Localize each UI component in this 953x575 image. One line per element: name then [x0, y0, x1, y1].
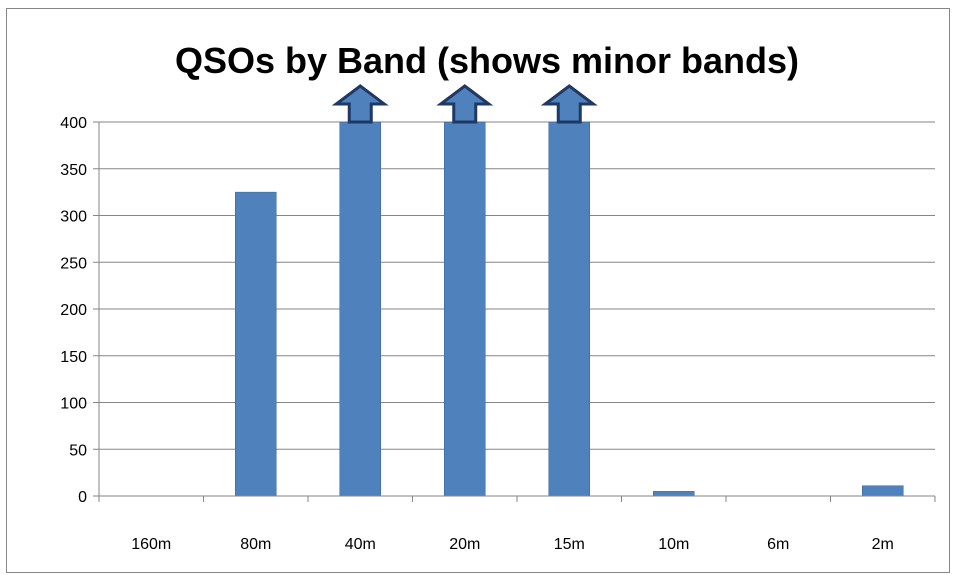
x-tick-label-160m: 160m	[131, 536, 171, 553]
bar-10m	[653, 491, 695, 497]
x-tick-label-80m: 80m	[240, 536, 271, 553]
y-tick-label: 150	[60, 349, 87, 366]
axes	[93, 121, 936, 502]
chart-frame: QSOs by Band (shows minor bands) 0 50 100 1…	[6, 8, 950, 573]
overflow-arrows	[331, 84, 598, 124]
x-tick-label-20m: 20m	[449, 536, 480, 553]
x-tick-label-2m: 2m	[872, 536, 894, 553]
bar-40m	[339, 121, 381, 497]
x-tick-label-40m: 40m	[345, 536, 376, 553]
overflow-arrow-20m	[436, 84, 494, 124]
bar-2m	[862, 485, 904, 497]
bars	[235, 121, 904, 497]
y-tick-label: 200	[60, 302, 87, 319]
gridlines	[99, 121, 935, 450]
overflow-arrow-40m	[331, 84, 389, 124]
x-tick-label-10m: 10m	[658, 536, 689, 553]
y-tick-label: 0	[78, 489, 87, 506]
overflow-arrow-15m	[540, 84, 598, 124]
bar-chart: QSOs by Band (shows minor bands) 0 50 100 1…	[60, 40, 936, 553]
x-tick-label-6m: 6m	[767, 536, 789, 553]
y-tick-label: 100	[60, 396, 87, 413]
y-tick-label: 250	[60, 255, 87, 272]
y-tick-label: 300	[60, 209, 87, 226]
bar-80m	[235, 191, 277, 497]
y-tick-label: 400	[60, 115, 87, 132]
x-tick-label-15m: 15m	[554, 536, 585, 553]
bar-20m	[444, 121, 486, 497]
y-tick-label: 350	[60, 162, 87, 179]
y-tick-label: 50	[69, 442, 87, 459]
bar-15m	[548, 121, 590, 497]
x-tick-labels: 160m 80m 40m 20m 15m 10m 6m 2m	[131, 536, 894, 553]
chart-title: QSOs by Band (shows minor bands)	[175, 40, 799, 81]
y-tick-labels: 0 50 100 150 200 250 300 350 400	[60, 115, 87, 506]
